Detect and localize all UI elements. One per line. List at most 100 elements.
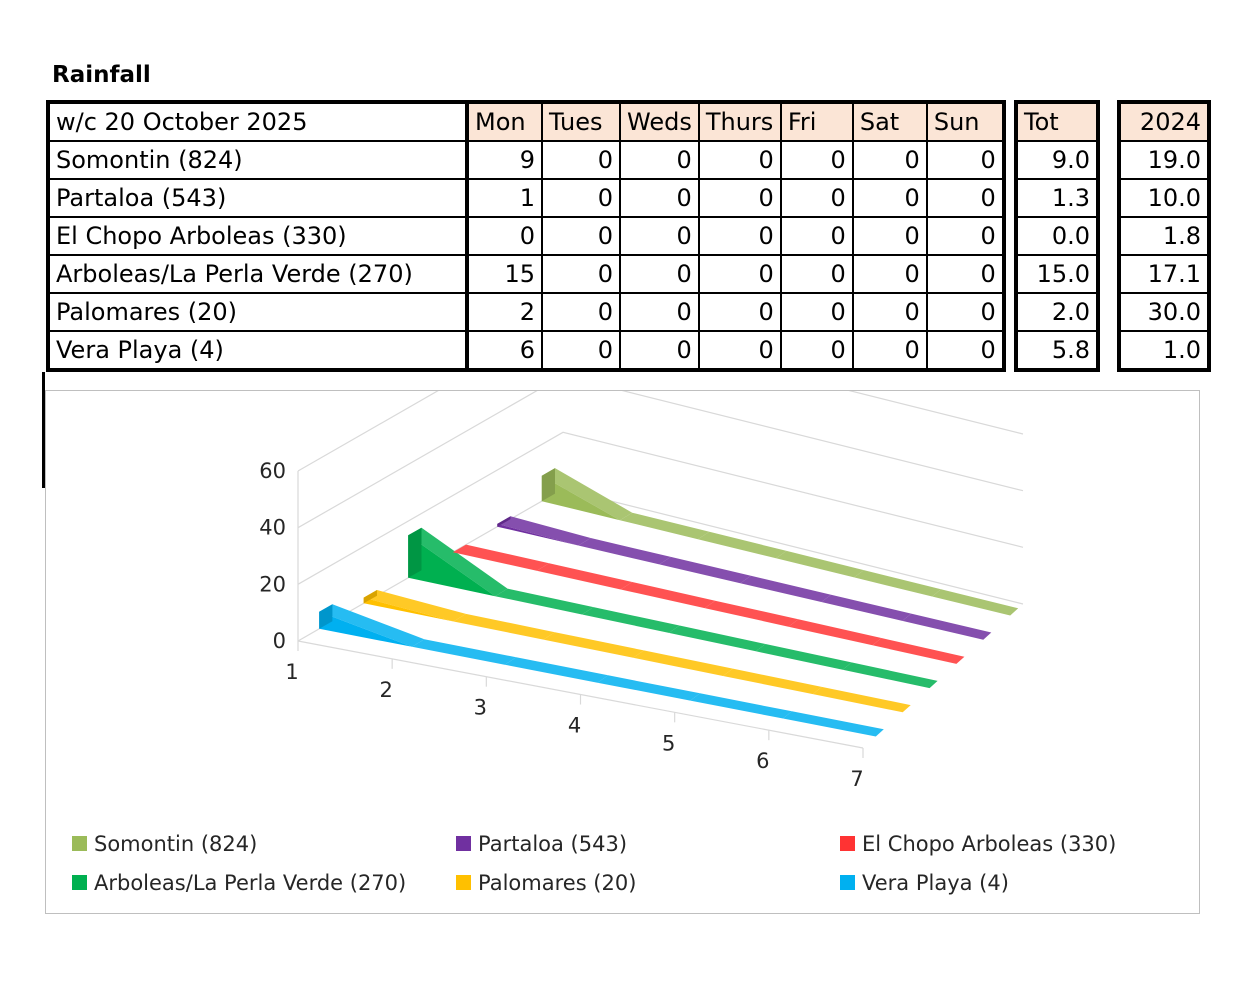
day-value: 0 bbox=[541, 178, 621, 218]
day-value: 0 bbox=[925, 292, 1005, 332]
tot-value: 5.8 bbox=[1015, 330, 1099, 371]
series-top-surface bbox=[541, 468, 633, 521]
series-top-surface bbox=[619, 512, 710, 540]
x-tick-label: 5 bbox=[662, 731, 675, 755]
x-tick-label: 3 bbox=[474, 696, 487, 720]
table-row: Palomares (20) 2 0 0 0 0 0 0 bbox=[47, 292, 1005, 332]
day-header-fri: Fri bbox=[779, 101, 854, 142]
tot-value: 2.0 bbox=[1015, 292, 1099, 332]
gridline bbox=[297, 431, 1024, 585]
series-top-surface bbox=[659, 556, 751, 584]
legend-item: Somontin (824) bbox=[72, 832, 257, 856]
page-title: Rainfall bbox=[52, 62, 151, 88]
tot-header: Tot bbox=[1015, 101, 1099, 142]
legend-swatch bbox=[840, 875, 855, 890]
legend-swatch bbox=[456, 836, 471, 851]
series-top-surface bbox=[783, 711, 884, 737]
legend-label: Vera Playa (4) bbox=[862, 871, 1009, 895]
legend-label: Somontin (824) bbox=[94, 832, 257, 856]
day-value: 0 bbox=[925, 140, 1005, 180]
day-value: 0 bbox=[619, 292, 700, 332]
series-top-surface bbox=[776, 550, 864, 578]
series-top-surface bbox=[620, 582, 716, 609]
series-area-segment bbox=[541, 475, 620, 521]
series-top-surface bbox=[842, 662, 938, 689]
series-top-surface bbox=[497, 516, 591, 546]
site-name: Partaloa (543) bbox=[47, 178, 469, 218]
y-tick-label: 0 bbox=[273, 629, 286, 653]
series-top-surface bbox=[504, 657, 609, 683]
series-top-surface bbox=[597, 675, 700, 701]
table-row: Arboleas/La Perla Verde (270) 15 0 0 0 0… bbox=[47, 254, 1005, 294]
day-value: 0 bbox=[779, 216, 854, 256]
day-header-sun: Sun bbox=[925, 101, 1005, 142]
day-value: 0 bbox=[541, 330, 621, 371]
series-side-cap bbox=[408, 527, 422, 578]
day-value: 0 bbox=[697, 178, 782, 218]
day-value: 0 bbox=[619, 254, 700, 294]
legend-swatch bbox=[840, 836, 855, 851]
tot-value: 1.3 bbox=[1015, 178, 1099, 218]
series-top-surface bbox=[740, 575, 832, 602]
day-value: 0 bbox=[851, 216, 928, 256]
series-palomares-20 bbox=[363, 590, 911, 713]
legend-item: Vera Playa (4) bbox=[840, 871, 1009, 895]
series-top-surface bbox=[821, 594, 912, 621]
series-top-surface bbox=[453, 613, 555, 640]
header-row: w/c 20 October 2025 Mon Tues Weds Thurs … bbox=[47, 101, 1005, 142]
series-top-surface bbox=[902, 613, 992, 640]
site-name: Somontin (824) bbox=[47, 140, 469, 180]
series-area-segment bbox=[723, 676, 813, 695]
site-name: Palomares (20) bbox=[47, 292, 469, 332]
tot-value: 0.0 bbox=[1015, 216, 1099, 256]
day-value: 0 bbox=[779, 330, 854, 371]
legend-label: Arboleas/La Perla Verde (270) bbox=[94, 871, 406, 895]
day-value: 0 bbox=[697, 254, 782, 294]
day-header-tues: Tues bbox=[541, 101, 621, 142]
day-value: 0 bbox=[779, 140, 854, 180]
prev-value: 1.8 bbox=[1118, 216, 1210, 256]
day-value: 0 bbox=[925, 254, 1005, 294]
day-value: 0 bbox=[697, 330, 782, 371]
series-vera-playa-4 bbox=[319, 604, 884, 737]
series-top-surface bbox=[697, 531, 787, 559]
week-label: w/c 20 October 2025 bbox=[47, 101, 469, 142]
day-value: 0 bbox=[697, 292, 782, 332]
table-border-line bbox=[42, 372, 45, 488]
rainfall-table: w/c 20 October 2025 Mon Tues Weds Thurs … bbox=[46, 100, 1006, 372]
day-header-thurs: Thurs bbox=[697, 101, 782, 142]
day-value: 0 bbox=[541, 140, 621, 180]
y-tick-label: 40 bbox=[259, 516, 286, 540]
day-value: 0 bbox=[779, 292, 854, 332]
x-tick-label: 1 bbox=[285, 660, 298, 684]
prev-value: 17.1 bbox=[1118, 254, 1210, 294]
day-value: 0 bbox=[851, 330, 928, 371]
day-value: 0 bbox=[851, 178, 928, 218]
series-top-surface bbox=[704, 600, 799, 627]
day-header-mon: Mon bbox=[466, 101, 543, 142]
site-name: Vera Playa (4) bbox=[47, 330, 469, 371]
day-value: 0 bbox=[851, 292, 928, 332]
previous-year-table: 2024 19.0 10.0 1.8 17.1 30.0 1.0 bbox=[1117, 100, 1211, 372]
y-tick-label: 60 bbox=[259, 459, 286, 483]
day-value: 15 bbox=[466, 254, 543, 294]
day-value: 1 bbox=[466, 178, 543, 218]
gridline bbox=[297, 375, 1024, 529]
legend-item: Partaloa (543) bbox=[456, 832, 627, 856]
legend-label: El Chopo Arboleas (330) bbox=[862, 832, 1116, 856]
series-side-cap bbox=[319, 604, 333, 629]
legend-swatch bbox=[456, 875, 471, 890]
gridline bbox=[297, 318, 1024, 472]
series-top-surface bbox=[543, 632, 644, 658]
y-tick-label: 20 bbox=[259, 572, 286, 596]
series-top-surface bbox=[812, 686, 911, 713]
day-value: 0 bbox=[925, 216, 1005, 256]
day-value: 0 bbox=[925, 178, 1005, 218]
day-value: 2 bbox=[466, 292, 543, 332]
prev-value: 10.0 bbox=[1118, 178, 1210, 218]
total-table: Tot 9.0 1.3 0.0 15.0 2.0 5.8 bbox=[1014, 100, 1100, 372]
series-top-surface bbox=[872, 638, 965, 664]
series-partaloa-543 bbox=[497, 516, 992, 640]
day-header-weds: Weds bbox=[619, 101, 700, 142]
